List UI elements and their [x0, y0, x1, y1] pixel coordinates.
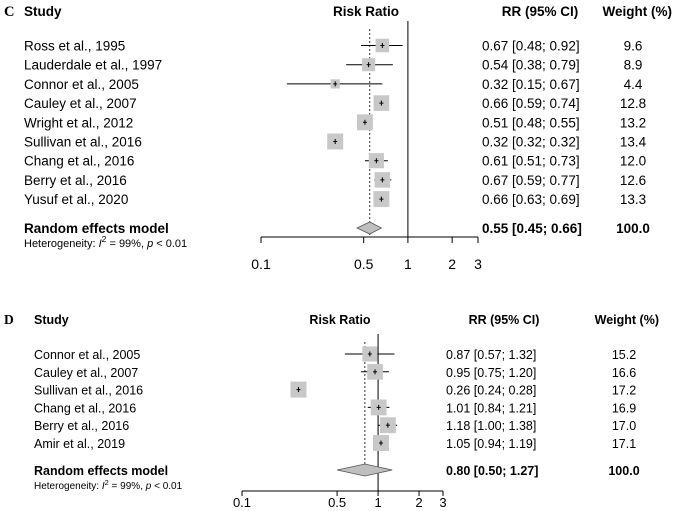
- study-weight: 4.4: [624, 77, 643, 92]
- summary-weight: 100.0: [608, 464, 639, 478]
- study-name: Connor et al., 2005: [34, 348, 140, 362]
- summary-name: Random effects model: [34, 464, 168, 478]
- study-weight: 13.3: [620, 192, 646, 207]
- x-tick-label: 0.5: [354, 256, 374, 272]
- x-tick-label: 2: [415, 495, 422, 510]
- heterogeneity-part: < 0.01: [153, 238, 187, 250]
- study-rr-ci: 0.51 [0.48; 0.55]: [482, 115, 580, 130]
- header-weight: Weight (%): [603, 4, 673, 19]
- study-name: Berry et al., 2016: [24, 173, 127, 188]
- study-rr-ci: 0.66 [0.63; 0.69]: [482, 192, 580, 207]
- study-rr-ci: 0.66 [0.59; 0.74]: [482, 96, 580, 111]
- study-rr-ci: 0.87 [0.57; 1.32]: [446, 348, 536, 362]
- heterogeneity-part: p: [146, 238, 153, 250]
- study-weight: 12.0: [620, 154, 646, 169]
- heterogeneity-part: Heterogeneity:: [24, 238, 99, 250]
- heterogeneity-part: 2: [105, 478, 109, 487]
- study-weight: 13.2: [620, 115, 646, 130]
- x-tick-label: 1: [374, 495, 381, 510]
- heterogeneity-text: Heterogeneity: I2 = 99%, p < 0.01: [24, 234, 187, 250]
- study-name: Wright et al., 2012: [24, 115, 133, 130]
- heterogeneity-part: = 99%,: [106, 238, 147, 250]
- study-rr-ci: 0.61 [0.51; 0.73]: [482, 154, 580, 169]
- study-rr-ci: 0.32 [0.15; 0.67]: [482, 77, 580, 92]
- x-tick-label: 0.1: [233, 495, 251, 510]
- summary-rr-ci: 0.55 [0.45; 0.66]: [482, 221, 582, 236]
- study-weight: 17.1: [612, 437, 636, 451]
- study-rr-ci: 1.01 [0.84; 1.21]: [446, 401, 536, 415]
- heterogeneity-part: < 0.01: [151, 481, 182, 492]
- study-rr-ci: 0.67 [0.59; 0.77]: [482, 173, 580, 188]
- study-rr-ci: 0.95 [0.75; 1.20]: [446, 366, 536, 380]
- study-weight: 15.2: [612, 348, 636, 362]
- study-name: Sullivan et al., 2016: [34, 384, 143, 398]
- study-weight: 16.9: [612, 401, 636, 415]
- header-risk-ratio: Risk Ratio: [309, 313, 370, 327]
- summary-name: Random effects model: [24, 221, 169, 236]
- study-weight: 12.8: [620, 96, 646, 111]
- header-rr-ci: RR (95% CI): [469, 313, 540, 327]
- study-rr-ci: 0.32 [0.32; 0.32]: [482, 135, 580, 150]
- study-weight: 8.9: [624, 58, 643, 73]
- x-tick-label: 0.5: [328, 495, 346, 510]
- panel-label: C: [4, 4, 14, 20]
- study-weight: 9.6: [624, 39, 643, 54]
- summary-rr-ci: 0.80 [0.50; 1.27]: [446, 464, 538, 478]
- header-study: Study: [34, 313, 69, 327]
- panel-label: D: [4, 312, 14, 327]
- study-rr-ci: 0.67 [0.48; 0.92]: [482, 39, 580, 54]
- study-rr-ci: 1.18 [1.00; 1.38]: [446, 419, 536, 433]
- study-name: Ross et al., 1995: [24, 39, 125, 54]
- summary-weight: 100.0: [616, 221, 650, 236]
- header-study: Study: [24, 4, 62, 19]
- summary-diamond: [337, 463, 393, 477]
- study-weight: 13.4: [620, 135, 647, 150]
- study-weight: 17.0: [612, 419, 636, 433]
- heterogeneity-part: Heterogeneity:: [34, 481, 102, 492]
- study-name: Chang et al., 2016: [34, 401, 136, 415]
- header-rr-ci: RR (95% CI): [502, 4, 579, 19]
- x-tick-label: 0.1: [251, 256, 271, 272]
- study-weight: 16.6: [612, 366, 636, 380]
- x-tick-label: 3: [439, 495, 446, 510]
- x-tick-label: 3: [474, 256, 482, 272]
- header-weight: Weight (%): [595, 313, 659, 327]
- header-risk-ratio: Risk Ratio: [333, 4, 399, 19]
- study-name: Cauley et al., 2007: [34, 366, 138, 380]
- heterogeneity-text: Heterogeneity: I2 = 99%, p < 0.01: [34, 478, 183, 493]
- study-name: Cauley et al., 2007: [24, 96, 137, 111]
- study-name: Lauderdale et al., 1997: [24, 58, 162, 73]
- heterogeneity-part: p: [145, 481, 152, 492]
- study-name: Amir et al., 2019: [34, 437, 125, 451]
- study-weight: 12.6: [620, 173, 646, 188]
- heterogeneity-part: I: [99, 238, 102, 250]
- study-name: Berry et al., 2016: [34, 419, 129, 433]
- study-name: Chang et al., 2016: [24, 154, 134, 169]
- x-tick-label: 2: [448, 256, 456, 272]
- study-name: Connor et al., 2005: [24, 77, 139, 92]
- study-rr-ci: 1.05 [0.94; 1.19]: [446, 437, 536, 451]
- study-rr-ci: 0.54 [0.38; 0.79]: [482, 58, 580, 73]
- study-weight: 17.2: [612, 384, 636, 398]
- heterogeneity-part: = 99%,: [109, 481, 146, 492]
- x-tick-label: 1: [404, 256, 412, 272]
- heterogeneity-part: I: [102, 481, 105, 492]
- summary-diamond: [356, 221, 383, 235]
- study-name: Yusuf et al., 2020: [24, 192, 128, 207]
- study-name: Sullivan et al., 2016: [24, 135, 142, 150]
- heterogeneity-part: 2: [102, 234, 107, 244]
- study-rr-ci: 0.26 [0.24; 0.28]: [446, 384, 536, 398]
